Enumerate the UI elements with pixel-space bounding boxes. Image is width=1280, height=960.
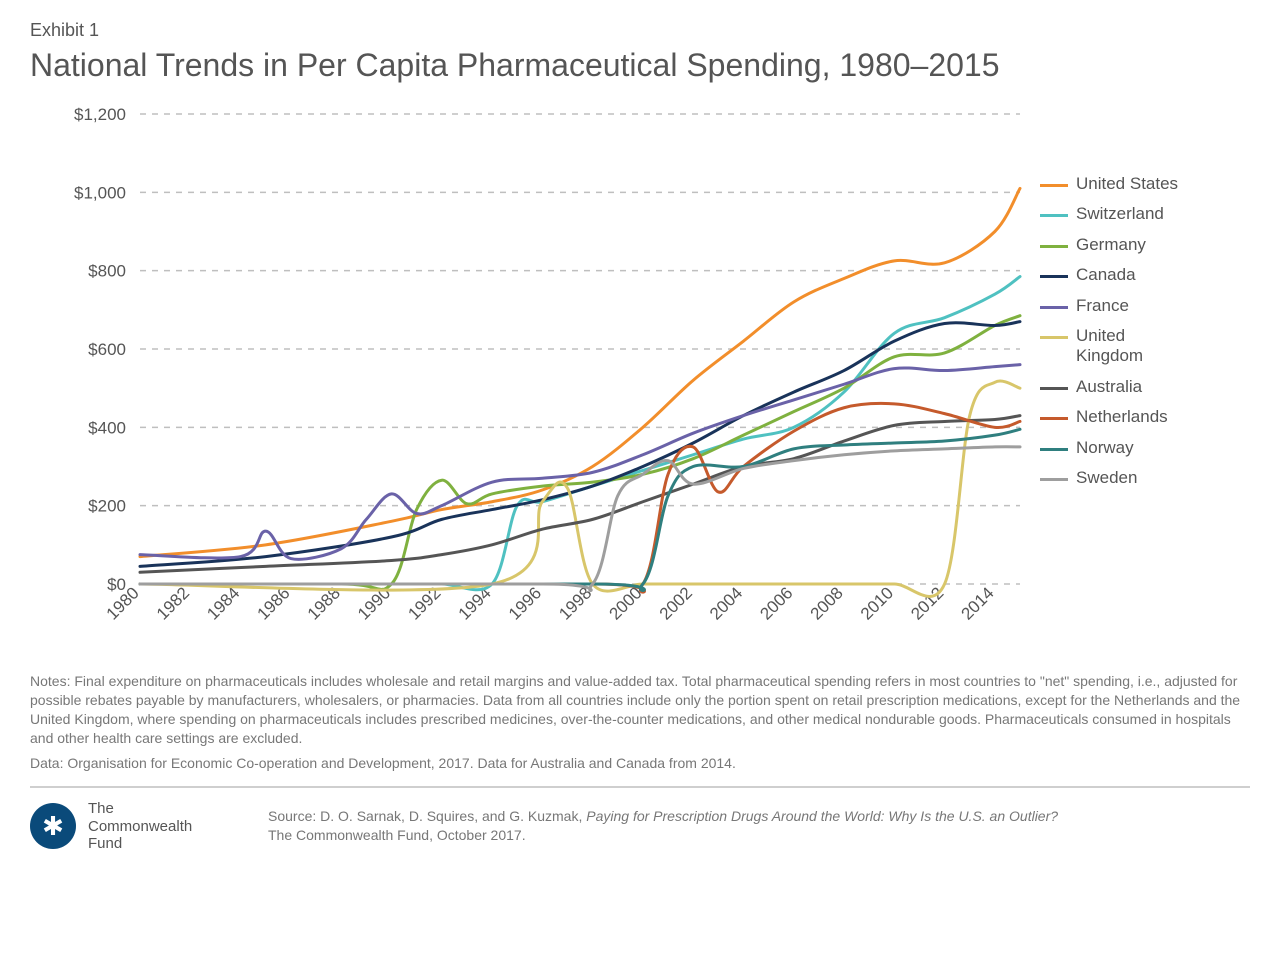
x-tick-label: 2014 xyxy=(958,583,998,623)
legend-label: Norway xyxy=(1076,438,1134,458)
x-tick-label: 1984 xyxy=(203,583,243,623)
x-tick-label: 2010 xyxy=(857,583,897,623)
legend-label: United Kingdom xyxy=(1076,326,1196,367)
commonwealth-fund-logo-icon: ✱ xyxy=(30,803,76,849)
x-tick-label: 2006 xyxy=(756,583,796,623)
legend-item: United States xyxy=(1040,174,1196,194)
legend-swatch xyxy=(1040,184,1068,187)
legend-item: United Kingdom xyxy=(1040,326,1196,367)
series-line xyxy=(140,365,1020,560)
legend-item: Australia xyxy=(1040,377,1196,397)
legend-item: Germany xyxy=(1040,235,1196,255)
chart-area: $0$200$400$600$800$1,000$1,2001980198219… xyxy=(30,94,1250,654)
legend-label: France xyxy=(1076,296,1129,316)
source-citation: Source: D. O. Sarnak, D. Squires, and G.… xyxy=(268,807,1068,845)
legend: United States Switzerland Germany Canada Fra… xyxy=(1040,174,1196,498)
notes-line: Notes: Final expenditure on pharmaceutic… xyxy=(30,672,1250,748)
legend-label: United States xyxy=(1076,174,1178,194)
legend-item: Netherlands xyxy=(1040,407,1196,427)
exhibit-label: Exhibit 1 xyxy=(30,20,1250,41)
legend-label: Australia xyxy=(1076,377,1142,397)
legend-swatch xyxy=(1040,417,1068,420)
series-line xyxy=(140,403,1020,592)
y-tick-label: $400 xyxy=(88,418,126,437)
legend-item: Canada xyxy=(1040,265,1196,285)
legend-label: Germany xyxy=(1076,235,1146,255)
x-tick-label: 1982 xyxy=(153,583,193,623)
notes-block: Notes: Final expenditure on pharmaceutic… xyxy=(30,672,1250,772)
y-tick-label: $600 xyxy=(88,340,126,359)
legend-label: Netherlands xyxy=(1076,407,1168,427)
legend-item: Sweden xyxy=(1040,468,1196,488)
legend-label: Sweden xyxy=(1076,468,1137,488)
snowflake-icon: ✱ xyxy=(42,811,64,842)
organization-name: TheCommonwealthFund xyxy=(88,800,228,852)
y-tick-label: $1,000 xyxy=(74,183,126,202)
series-line xyxy=(140,188,1020,556)
legend-swatch xyxy=(1040,448,1068,451)
legend-swatch xyxy=(1040,245,1068,248)
chart-title: National Trends in Per Capita Pharmaceut… xyxy=(30,47,1250,84)
x-tick-label: 2004 xyxy=(706,583,746,623)
y-tick-label: $200 xyxy=(88,497,126,516)
x-tick-label: 2002 xyxy=(656,583,696,623)
legend-label: Canada xyxy=(1076,265,1136,285)
y-tick-label: $800 xyxy=(88,262,126,281)
notes-line: Data: Organisation for Economic Co-opera… xyxy=(30,754,1250,773)
legend-swatch xyxy=(1040,478,1068,481)
legend-label: Switzerland xyxy=(1076,204,1164,224)
x-tick-label: 2008 xyxy=(807,583,847,623)
source-suffix: The Commonwealth Fund, October 2017. xyxy=(268,827,526,843)
y-tick-label: $1,200 xyxy=(74,105,126,124)
legend-swatch xyxy=(1040,275,1068,278)
series-line xyxy=(140,447,1020,591)
legend-item: Norway xyxy=(1040,438,1196,458)
source-italic: Paying for Prescription Drugs Around the… xyxy=(586,808,1058,824)
legend-swatch xyxy=(1040,214,1068,217)
legend-swatch xyxy=(1040,387,1068,390)
legend-item: Switzerland xyxy=(1040,204,1196,224)
source-prefix: Source: D. O. Sarnak, D. Squires, and G.… xyxy=(268,808,586,824)
footer: ✱ TheCommonwealthFund Source: D. O. Sarn… xyxy=(30,786,1250,852)
legend-item: France xyxy=(1040,296,1196,316)
legend-swatch xyxy=(1040,306,1068,309)
x-tick-label: 1996 xyxy=(505,583,545,623)
legend-swatch xyxy=(1040,336,1068,339)
line-chart: $0$200$400$600$800$1,000$1,2001980198219… xyxy=(30,94,1030,654)
